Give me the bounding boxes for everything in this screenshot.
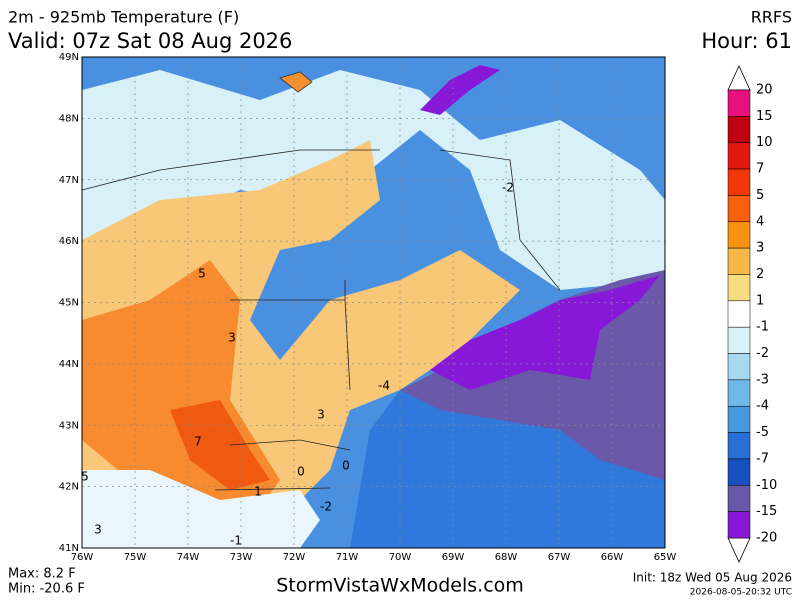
colorbar-box (727, 326, 751, 354)
lon-label: 75W (124, 552, 147, 563)
colorbar-box (727, 405, 751, 433)
forecast-hour: Hour: 61 (701, 29, 792, 53)
lon-label: 65W (654, 552, 677, 563)
warm-lake (279, 71, 313, 93)
lon-label: 71W (336, 552, 359, 563)
colorbar-label: 3 (756, 241, 764, 256)
coldest-region (430, 275, 660, 390)
colorbar-box (727, 116, 751, 143)
colorbar-label: -5 (756, 425, 769, 440)
colorbar-label: 4 (756, 214, 764, 229)
colorbar-top-arrow (727, 65, 751, 91)
borders (81, 149, 561, 491)
colorbar-label: -4 (756, 399, 769, 414)
contour-label: -2 (502, 181, 514, 195)
coastal-cool (82, 470, 320, 548)
colorbar-box (727, 168, 751, 196)
timestamp: 2026-08-05-20:32 UTC (690, 588, 792, 598)
colorbar-box (727, 300, 751, 328)
colorbar-box (727, 89, 751, 117)
graticule (82, 57, 665, 548)
lat-label: 49N (59, 52, 79, 63)
colorbar-box (727, 379, 751, 407)
map (81, 56, 666, 549)
colorbar-label: -20 (756, 531, 777, 546)
colorbar-label: -10 (756, 478, 777, 493)
lat-label: 45N (59, 298, 79, 309)
colorbar-label: -7 (756, 451, 769, 466)
model: RRFS (751, 8, 792, 27)
contour-label: -2 (320, 500, 332, 514)
colorbar-box (727, 221, 751, 249)
contour-label: 5 (198, 267, 206, 281)
cold-river (420, 65, 500, 115)
colorbar-label: 1 (756, 293, 764, 308)
lon-label: 67W (548, 552, 571, 563)
contour-label: 5 (81, 470, 89, 484)
colorbar-box (727, 511, 751, 539)
lat-label: 41N (59, 543, 79, 554)
colorbar-label: -3 (756, 372, 769, 387)
colorbar-bottom-arrow (727, 537, 751, 563)
lat-label: 48N (59, 113, 79, 124)
colorbar-label: 10 (756, 135, 773, 150)
contour-label: 3 (317, 408, 325, 422)
colorbar-box (727, 195, 751, 223)
lat-label: 42N (59, 482, 79, 493)
colorbar-label: 20 (756, 83, 773, 98)
hottest-region (170, 400, 270, 490)
lon-label: 76W (71, 552, 94, 563)
site-name: StormVistaWxModels.com (276, 575, 524, 597)
colorbar-box (727, 485, 751, 512)
colorbar-label: 15 (756, 109, 773, 124)
colorbar-label: 7 (756, 162, 764, 177)
colorbar-box (727, 432, 751, 460)
map-frame (81, 56, 666, 549)
contour-label: 3 (228, 331, 236, 345)
lat-label: 47N (59, 175, 79, 186)
contour-label: -1 (230, 534, 242, 548)
min-value: Min: -20.6 F (8, 582, 85, 597)
colorbar-label: 2 (756, 267, 764, 282)
colorbar-box (727, 458, 751, 486)
title: 2m - 925mb Temperature (F) (8, 8, 239, 27)
contour-label: 1 (254, 485, 262, 499)
init-time: Init: 18z Wed 05 Aug 2026 (633, 571, 792, 585)
colorbar-box (727, 142, 751, 170)
colorbar-box (727, 274, 751, 302)
colorbar-label: -2 (756, 346, 769, 361)
lon-label: 73W (230, 552, 253, 563)
contour-label: 0 (297, 465, 305, 479)
contour-label: 0 (342, 459, 350, 473)
lat-label: 43N (59, 420, 79, 431)
colorbar-label: -1 (756, 320, 769, 335)
lon-label: 68W (495, 552, 518, 563)
max-value: Max: 8.2 F (8, 567, 76, 582)
lon-label: 74W (177, 552, 200, 563)
lat-label: 44N (59, 359, 79, 370)
contour-label: 7 (194, 435, 202, 449)
colorbar-label: -15 (756, 504, 777, 519)
valid-time: Valid: 07z Sat 08 Aug 2026 (8, 29, 292, 53)
colorbar-box (727, 247, 751, 275)
colorbar-box (727, 353, 751, 381)
lat-label: 46N (59, 236, 79, 247)
colorbar: 20 15 10 7 5 4 3 2 1 -1 -2 -3 -4 -5 -7 -10 -15 -20 (727, 65, 777, 563)
lon-label: 69W (442, 552, 465, 563)
lon-label: 66W (601, 552, 624, 563)
colorbar-label: 5 (756, 188, 764, 203)
lon-label: 72W (283, 552, 306, 563)
lon-label: 70W (389, 552, 412, 563)
contour-label: 3 (94, 523, 102, 537)
contour-label: -4 (378, 379, 390, 393)
